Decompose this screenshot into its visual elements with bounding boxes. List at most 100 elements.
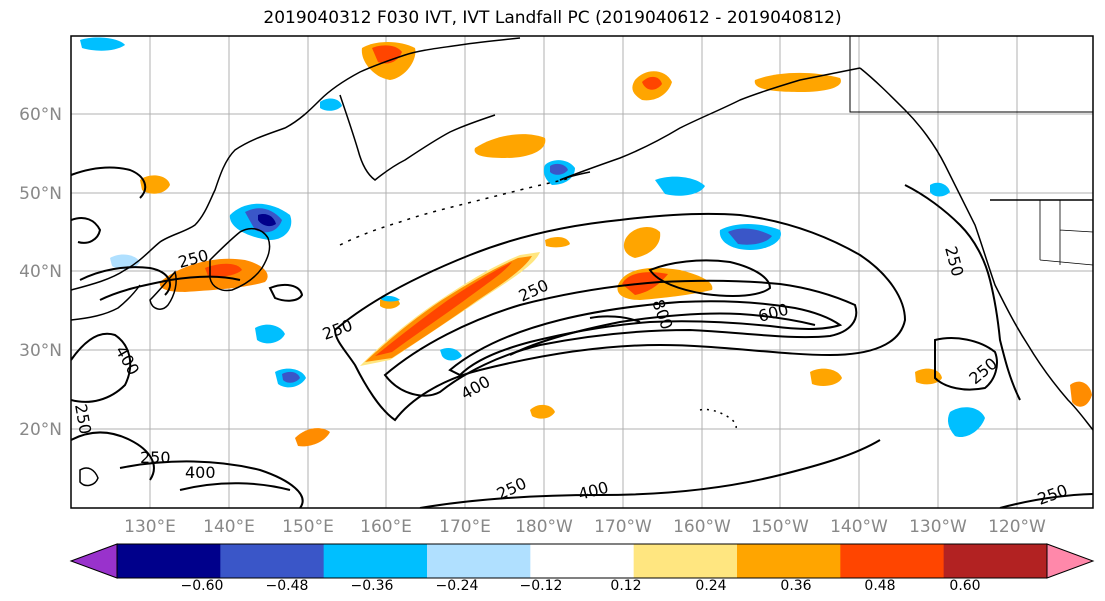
colorbar-segment: [633, 544, 738, 578]
warm-blob-bering: [474, 134, 546, 158]
ivt-contour-east2: [934, 337, 998, 391]
cool-blob-midlat: [255, 324, 285, 344]
ivt-contour-mid: [589, 315, 641, 323]
ivt-contour-south: [119, 460, 304, 508]
colorbar-frame: [116, 543, 1048, 579]
colorbar-tick-label: −0.36: [351, 578, 394, 594]
cool-blob-alaska: [655, 176, 705, 196]
longitude-label: 180°W: [515, 517, 573, 537]
cool-blob-dateline-core: [728, 228, 772, 245]
longitude-label: 140°E: [203, 517, 255, 537]
ivt-contour-seast: [999, 493, 1093, 508]
colorbar-tick-label: −0.48: [266, 578, 309, 594]
colorbar-segment: [737, 544, 841, 578]
ivt-contour-800-main: [509, 312, 816, 356]
cool-blob-south-core: [282, 371, 300, 383]
cool-blob-bering-core: [550, 163, 568, 175]
na-coast: [859, 67, 1093, 431]
cool-blob-mid: [440, 348, 462, 361]
colorbar-tick-labels: −0.60 −0.48 −0.36 −0.24 −0.12 0.12 0.24 0.36 0.4…: [181, 578, 981, 594]
kamchatka: [339, 94, 496, 181]
latitude-label: 60°N: [19, 105, 62, 125]
colorbar-segment: [117, 544, 221, 578]
longitude-label: 120°W: [988, 517, 1046, 537]
hawaii: [699, 408, 737, 431]
colorbar-tick-label: −0.24: [436, 578, 479, 594]
longitude-label: 150°E: [282, 517, 334, 537]
warm-blob-south3: [1070, 381, 1092, 407]
ivt-contour-sw2: [71, 431, 155, 481]
cool-blob-south2: [380, 295, 400, 302]
cool-blob-northwest: [80, 37, 125, 51]
warm-band-core: [375, 262, 512, 356]
ivt-contour-north2: [71, 217, 102, 244]
ivt-contour-sw: [71, 332, 132, 403]
colorbar-segment: [840, 544, 945, 578]
ivt-contours: [71, 166, 1093, 508]
alaska-penin: [559, 171, 591, 181]
colorbar-extend-low: [69, 543, 118, 579]
colorbar-tick-label: 0.36: [780, 578, 811, 594]
warm-blob-south1: [530, 404, 555, 419]
colorbar-tick-label: −0.60: [181, 578, 224, 594]
map-title: 2019040312 F030 IVT, IVT Landfall PC (20…: [263, 8, 842, 28]
colorbar-tick-label: 0.12: [610, 578, 641, 594]
japan: [209, 227, 271, 292]
colorbar-tick-label: 0.60: [949, 578, 980, 594]
warm-blob-kam: [140, 175, 170, 194]
ivt-contour-250-main: [333, 212, 907, 422]
cool-blob-japan-deep: [258, 214, 276, 227]
china-coast: [71, 284, 141, 321]
cool-blob-kam: [320, 98, 342, 111]
aleutians: [339, 177, 571, 246]
latitude-labels: 60°N 50°N 40°N 30°N 20°N: [19, 105, 62, 440]
ivt-contour-south3: [419, 439, 881, 508]
states: [1039, 200, 1093, 266]
ivt-contour-north: [71, 166, 147, 199]
latitude-label: 40°N: [19, 262, 62, 282]
latitude-label: 50°N: [19, 184, 62, 204]
coastlines: [71, 36, 1093, 487]
longitude-label: 170°E: [439, 517, 491, 537]
colorbar-extend-high: [1046, 543, 1095, 579]
warm-blob-north: [623, 226, 661, 258]
ivt-contour-japan2: [268, 283, 304, 302]
ivt-contour-japanlow: [79, 266, 171, 296]
warm-blob-hawaii: [810, 368, 842, 386]
colorbar-tick-label: 0.48: [864, 578, 895, 594]
colorbar-segment: [427, 544, 531, 578]
warm-blob-south2: [545, 236, 570, 248]
latitude-label: 30°N: [19, 341, 62, 361]
warm-blob-alaska-core: [642, 76, 662, 90]
longitude-labels: 130°E 140°E 150°E 160°E 170°E 180°W 170°W 160°W…: [124, 517, 1046, 537]
ivt-contour-east: [904, 184, 1021, 401]
longitude-label: 150°W: [751, 517, 809, 537]
taiwan: [79, 467, 99, 487]
ivt-contour-south2: [179, 482, 291, 491]
alaska-coast: [559, 67, 861, 181]
pc-anomaly-fill: [80, 37, 1092, 447]
colorbar-segment: [220, 544, 325, 578]
colorbar-tick-label: −0.12: [520, 578, 563, 594]
colorbar-tick-label: 0.24: [695, 578, 726, 594]
latitude-label: 20°N: [19, 420, 62, 440]
canada-border: [849, 36, 1093, 113]
warm-blob-japan-core: [205, 263, 242, 277]
longitude-label: 140°W: [830, 517, 888, 537]
ivt-contour-400-main: [383, 279, 858, 397]
contour-label: 250: [140, 448, 171, 467]
longitude-label: 130°E: [124, 517, 176, 537]
longitude-label: 160°W: [673, 517, 731, 537]
korea: [149, 270, 177, 310]
colorbar-segment: [323, 544, 428, 578]
asia-coast: [71, 37, 521, 291]
contour-label: 400: [185, 463, 216, 482]
colorbar: [69, 543, 1095, 579]
colorbar-segment: [943, 544, 1048, 578]
longitude-label: 170°W: [594, 517, 652, 537]
cool-blob-east: [947, 407, 985, 438]
ivt-contour-dateline: [648, 259, 772, 297]
cool-blob-na: [930, 182, 950, 197]
longitude-label: 160°E: [360, 517, 412, 537]
